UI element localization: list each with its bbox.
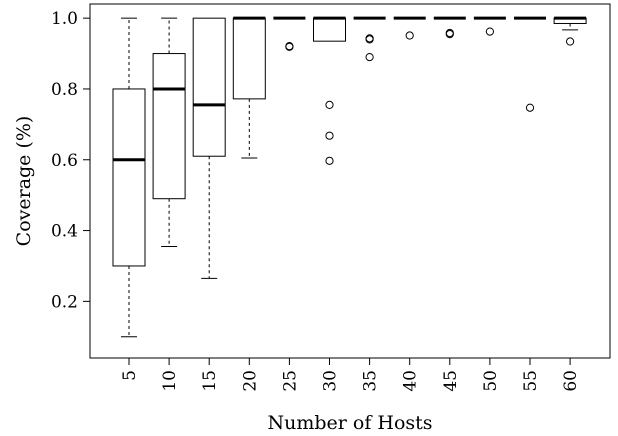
x-tick-label: 35 (361, 370, 381, 392)
outlier-point (445, 29, 454, 39)
y-tick-label: 0.2 (51, 292, 78, 312)
y-axis-label: Coverage (%) (13, 116, 35, 247)
x-tick-label: 5 (120, 370, 140, 381)
outlier-point (325, 156, 334, 165)
plot-frame (89, 3, 611, 359)
box-40 (393, 16, 426, 40)
x-tick-label: 55 (521, 370, 541, 392)
box-rect (112, 88, 146, 267)
outlier-point (485, 27, 494, 36)
x-tick-label: 45 (441, 370, 461, 392)
box-35 (353, 16, 386, 62)
boxes-layer (112, 16, 587, 338)
outlier-point (325, 131, 334, 140)
box-50 (473, 16, 506, 36)
x-tick-label: 40 (401, 370, 421, 392)
box-rect (232, 17, 266, 100)
y-tick-label: 0.4 (51, 222, 78, 242)
x-tick-label: 25 (280, 370, 300, 392)
x-tick-label: 20 (240, 370, 260, 392)
outlier-point (285, 42, 294, 51)
box-45 (433, 16, 466, 39)
x-tick-label: 60 (561, 370, 581, 392)
x-axis: 5 10 15 20 25 30 35 40 45 50 55 60 (120, 358, 581, 392)
outlier-point (365, 35, 374, 44)
box-rect (152, 53, 186, 200)
outlier-point (405, 31, 414, 40)
x-tick-label: 50 (481, 370, 501, 392)
x-tick-label: 10 (160, 370, 180, 392)
y-tick-label: 1.0 (51, 9, 78, 29)
outlier-point (566, 37, 575, 46)
box-55 (514, 16, 546, 112)
x-axis-label: Number of Hosts (267, 412, 432, 434)
box-60 (553, 16, 587, 46)
x-tick-label: 15 (200, 370, 220, 392)
outlier-point (365, 53, 374, 62)
outlier-point (325, 100, 334, 109)
box-25 (273, 16, 306, 51)
y-tick-label: 0.6 (51, 151, 78, 171)
outlier-point (525, 103, 535, 112)
box-5 (112, 17, 146, 338)
box-rect (192, 17, 226, 157)
x-tick-label: 30 (321, 370, 341, 392)
box-15 (192, 17, 226, 279)
box-10 (152, 17, 186, 247)
y-axis: 0.2 0.4 0.6 0.8 1.0 (51, 9, 90, 312)
y-tick-label: 0.8 (51, 80, 78, 100)
box-30 (313, 16, 346, 165)
box-rect (313, 17, 346, 42)
box-20 (232, 16, 266, 159)
